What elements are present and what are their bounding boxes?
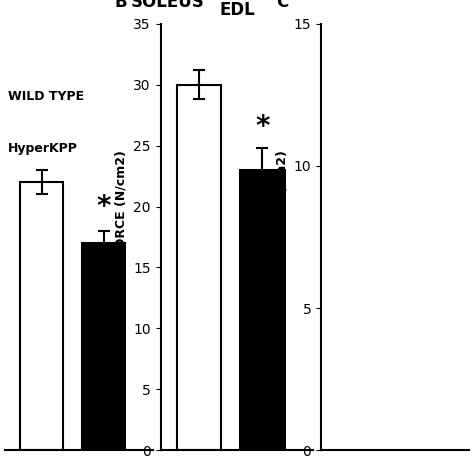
Y-axis label: TETANIIC FORCE (N/cm2): TETANIIC FORCE (N/cm2): [115, 150, 128, 324]
Bar: [176, 85, 221, 450]
Text: WILD TYPE: WILD TYPE: [8, 91, 84, 103]
Bar: [20, 182, 64, 450]
Text: B: B: [115, 0, 128, 10]
Bar: [240, 170, 285, 450]
Text: C: C: [276, 0, 289, 10]
Bar: [82, 243, 125, 450]
Text: *: *: [255, 113, 270, 141]
Text: HyperKPP: HyperKPP: [8, 142, 78, 155]
Y-axis label: TETANIIC FORCE (N/cm2): TETANIIC FORCE (N/cm2): [275, 150, 288, 324]
Text: SOLEUS: SOLEUS: [131, 0, 205, 10]
Text: *: *: [96, 193, 111, 221]
Title: EDL: EDL: [219, 1, 255, 19]
